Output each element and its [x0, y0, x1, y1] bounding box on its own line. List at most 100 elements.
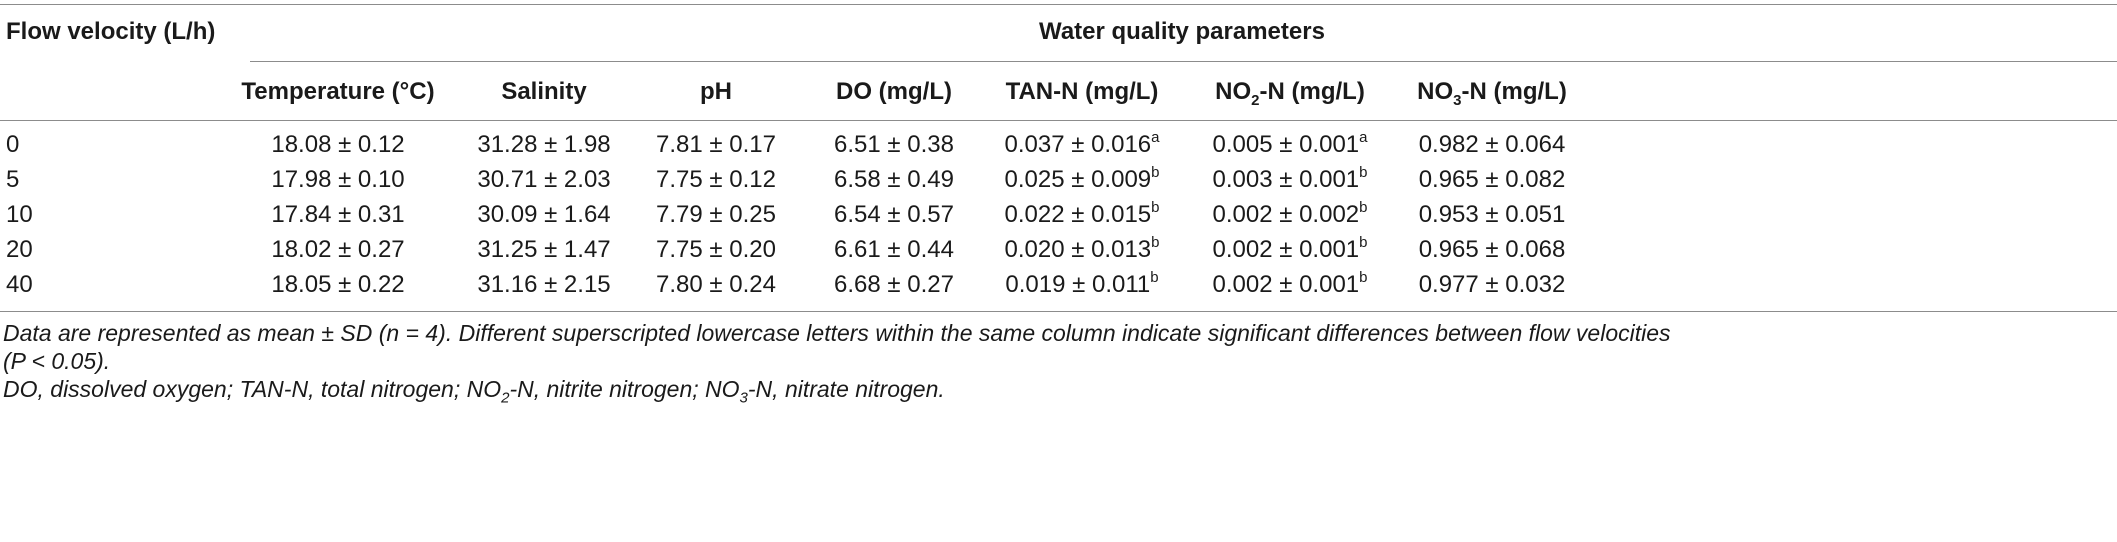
cell-value: 0.977 ± 0.032 — [1418, 271, 1566, 298]
table-cell: 6.51 ± 0.38 — [834, 131, 954, 159]
table-cell: 0.977 ± 0.032 — [1419, 271, 1566, 299]
cell-value: 0.965 ± 0.068 — [1418, 236, 1566, 263]
column-header: Temperature (°C) — [241, 78, 434, 106]
cell-value: 0.005 ± 0.001 — [1212, 131, 1360, 158]
significance-superscript: b — [1359, 164, 1368, 181]
table-cell: 17.84 ± 0.31 — [271, 201, 404, 229]
column-header-text: pH — [700, 78, 732, 105]
group-header: Water quality parameters — [1039, 18, 1325, 45]
column-header: pH — [700, 78, 732, 106]
cell-value: 7.75 ± 0.12 — [656, 166, 776, 193]
table-cell: 0.965 ± 0.068 — [1419, 236, 1566, 264]
footnote-abbreviations: DO, dissolved oxygen; TAN-N, total nitro… — [3, 376, 945, 407]
column-header: DO (mg/L) — [836, 78, 952, 106]
column-header-text: TAN-N (mg/L) — [1005, 78, 1159, 105]
cell-value: 31.25 ± 1.47 — [477, 236, 611, 263]
significance-superscript: b — [1150, 269, 1159, 286]
column-header-suffix: -N (mg/L) — [1259, 78, 1365, 105]
row-velocity: 0 — [6, 131, 20, 158]
column-header: NO2-N (mg/L) — [1215, 78, 1365, 109]
table-cell: 0.025 ± 0.009b — [1005, 164, 1160, 194]
table-cell: 7.80 ± 0.24 — [656, 271, 776, 299]
column-header-subscript: 2 — [1251, 91, 1260, 109]
table-cell: 6.54 ± 0.57 — [834, 201, 954, 229]
cell-value: 7.75 ± 0.20 — [656, 236, 776, 263]
row-velocity: 20 — [6, 236, 33, 263]
table-cell: 0.002 ± 0.002b — [1212, 199, 1368, 229]
row-velocity: 10 — [6, 201, 33, 228]
cell-value: 0.965 ± 0.082 — [1418, 166, 1566, 193]
significance-superscript: b — [1151, 199, 1160, 216]
table-cell: 0.003 ± 0.001b — [1213, 164, 1368, 194]
cell-value: 17.84 ± 0.31 — [271, 201, 405, 228]
table-cell: 0.037 ± 0.016a — [1005, 129, 1160, 159]
table-cell: 7.75 ± 0.12 — [656, 166, 776, 194]
table-cell: 7.79 ± 0.25 — [656, 201, 776, 229]
table-cell: 0.020 ± 0.013b — [1004, 234, 1160, 264]
cell-value: 0.002 ± 0.002 — [1212, 201, 1360, 228]
table-cell: 31.28 ± 1.98 — [477, 131, 610, 159]
column-header-subscript: 3 — [1453, 91, 1462, 109]
cell-value: 17.98 ± 0.10 — [271, 166, 405, 193]
column-header-text: NO — [1215, 78, 1252, 105]
table-bottom-rule — [0, 311, 2117, 312]
cell-value: 31.28 ± 1.98 — [477, 131, 611, 158]
cell-value: 0.022 ± 0.015 — [1004, 201, 1152, 228]
table-cell: 18.05 ± 0.22 — [271, 271, 404, 299]
significance-superscript: b — [1151, 164, 1160, 181]
table-cell: 0.019 ± 0.011b — [1005, 269, 1159, 299]
cell-value: 18.08 ± 0.12 — [271, 131, 405, 158]
column-header-text: Temperature (°C) — [241, 78, 435, 105]
table-cell: 18.02 ± 0.27 — [271, 236, 404, 264]
table-cell: 7.75 ± 0.20 — [656, 236, 776, 264]
table-cell: 0.965 ± 0.082 — [1419, 166, 1566, 194]
cell-value: 7.81 ± 0.17 — [656, 131, 776, 158]
cell-value: 30.71 ± 2.03 — [477, 166, 611, 193]
significance-superscript: b — [1359, 199, 1368, 216]
table-cell: 6.58 ± 0.49 — [834, 166, 954, 194]
cell-value: 30.09 ± 1.64 — [477, 201, 611, 228]
table-cell: 7.81 ± 0.17 — [656, 131, 776, 159]
significance-superscript: a — [1151, 129, 1160, 146]
cell-value: 18.05 ± 0.22 — [271, 271, 405, 298]
column-header: TAN-N (mg/L) — [1006, 78, 1159, 106]
cell-value: 7.80 ± 0.24 — [656, 271, 776, 298]
significance-superscript: a — [1359, 129, 1368, 146]
table-cell: 30.09 ± 1.64 — [477, 201, 610, 229]
table-cell: 0.022 ± 0.015b — [1004, 199, 1160, 229]
footnote-line-2: (P < 0.05). — [3, 348, 111, 374]
table-cell: 0.953 ± 0.051 — [1419, 201, 1566, 229]
significance-superscript: b — [1151, 234, 1160, 251]
table-cell: 31.25 ± 1.47 — [477, 236, 610, 264]
significance-superscript: b — [1359, 269, 1368, 286]
table-cell: 31.16 ± 2.15 — [477, 271, 610, 299]
group-header-rule — [250, 61, 2117, 62]
table-cell: 0.005 ± 0.001a — [1212, 129, 1368, 159]
cell-value: 6.68 ± 0.27 — [834, 271, 954, 298]
cell-value: 7.79 ± 0.25 — [656, 201, 776, 228]
cell-value: 0.953 ± 0.051 — [1418, 201, 1566, 228]
column-header-text: DO (mg/L) — [836, 78, 952, 105]
table-cell: 0.002 ± 0.001b — [1213, 235, 1368, 264]
table-cell: 30.71 ± 2.03 — [477, 166, 610, 194]
cell-value: 6.54 ± 0.57 — [834, 201, 954, 228]
column-header-rule — [0, 120, 2117, 121]
row-velocity: 5 — [6, 166, 20, 193]
table-cell: 6.61 ± 0.44 — [834, 236, 954, 264]
cell-value: 6.61 ± 0.44 — [834, 236, 954, 263]
column-header: Salinity — [501, 78, 586, 106]
column-header: NO3-N (mg/L) — [1417, 78, 1567, 109]
table-cell: 18.08 ± 0.12 — [271, 131, 404, 159]
table-cell: 6.68 ± 0.27 — [834, 271, 954, 299]
column-header-text: NO — [1417, 78, 1454, 105]
cell-value: 0.020 ± 0.013 — [1004, 236, 1152, 263]
cell-value: 0.982 ± 0.064 — [1418, 131, 1566, 158]
table-cell: 0.982 ± 0.064 — [1419, 131, 1566, 159]
cell-value: 31.16 ± 2.15 — [477, 271, 611, 298]
cell-value: 0.002 ± 0.001 — [1212, 271, 1360, 298]
cell-value: 0.019 ± 0.011 — [1005, 271, 1151, 298]
column-header-suffix: -N (mg/L) — [1461, 78, 1567, 105]
table-top-rule — [0, 4, 2117, 5]
column-header-text: Salinity — [501, 78, 587, 105]
cell-value: 6.58 ± 0.49 — [834, 166, 954, 193]
